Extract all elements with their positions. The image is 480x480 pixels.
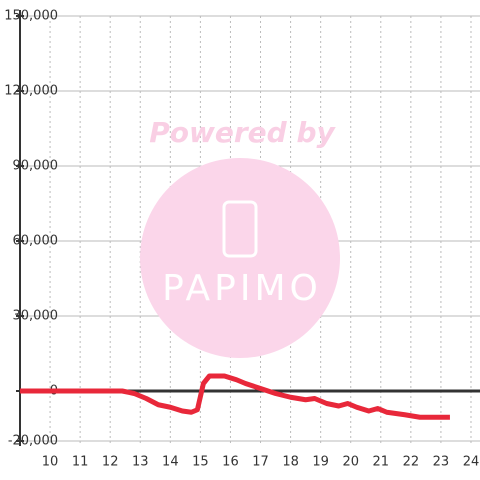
x-tick-label: 10: [42, 455, 59, 470]
watermark-icon: [222, 200, 258, 258]
y-tick-label: 30,000: [13, 309, 59, 324]
x-tick-label: 15: [192, 455, 209, 470]
y-tick-label: 150,000: [4, 9, 58, 24]
x-tick-label: 23: [433, 455, 450, 470]
x-tick-label: 16: [222, 455, 239, 470]
x-tick-label: 13: [132, 455, 149, 470]
watermark-logo-text: PAPIMO: [162, 268, 322, 309]
y-tick-label: 60,000: [13, 234, 59, 249]
line-series: [20, 373, 450, 420]
x-tick-label: 12: [102, 455, 119, 470]
x-tick-label: 22: [403, 455, 420, 470]
x-tick-label: 21: [373, 455, 390, 470]
x-tick-label: 17: [252, 455, 269, 470]
x-tick-label: 11: [72, 455, 89, 470]
watermark-text: Powered by: [149, 116, 336, 149]
y-tick-label: 120,000: [4, 84, 58, 99]
x-tick-label: 19: [312, 455, 329, 470]
x-tick-label: 14: [162, 455, 179, 470]
y-tick-label: -20,000: [8, 434, 58, 449]
y-tick-label: 90,000: [13, 159, 59, 174]
x-tick-label: 24: [463, 455, 480, 470]
x-tick-label: 18: [282, 455, 299, 470]
x-tick-label: 20: [342, 455, 359, 470]
watermark-logo: [140, 158, 340, 358]
